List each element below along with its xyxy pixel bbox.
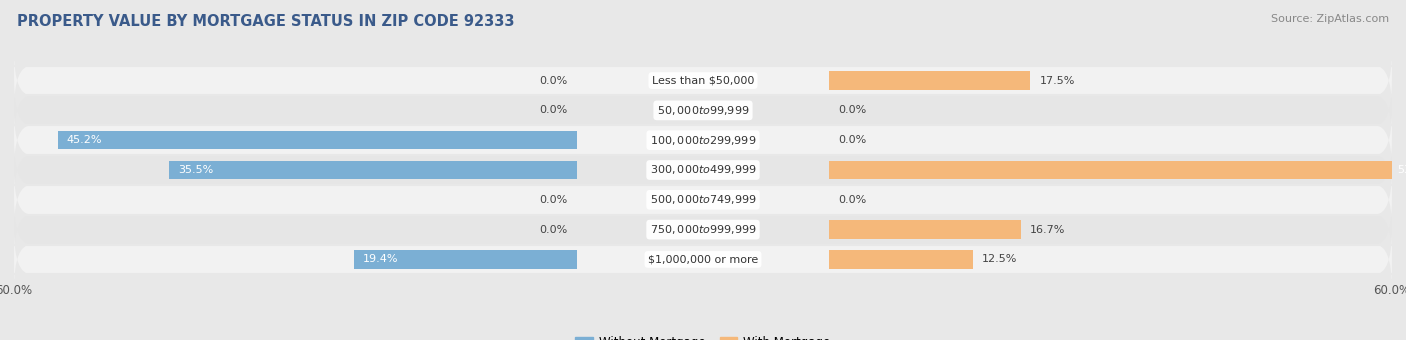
Text: PROPERTY VALUE BY MORTGAGE STATUS IN ZIP CODE 92333: PROPERTY VALUE BY MORTGAGE STATUS IN ZIP… bbox=[17, 14, 515, 29]
Text: 0.0%: 0.0% bbox=[540, 75, 568, 86]
FancyBboxPatch shape bbox=[14, 81, 1392, 140]
FancyBboxPatch shape bbox=[14, 230, 1392, 289]
Bar bbox=[169, 161, 576, 179]
Text: 0.0%: 0.0% bbox=[838, 195, 866, 205]
Text: $50,000 to $99,999: $50,000 to $99,999 bbox=[657, 104, 749, 117]
Bar bbox=[830, 250, 973, 269]
Text: $500,000 to $749,999: $500,000 to $749,999 bbox=[650, 193, 756, 206]
Text: 45.2%: 45.2% bbox=[67, 135, 103, 145]
Text: 19.4%: 19.4% bbox=[363, 254, 399, 265]
Text: $300,000 to $499,999: $300,000 to $499,999 bbox=[650, 164, 756, 176]
Legend: Without Mortgage, With Mortgage: Without Mortgage, With Mortgage bbox=[575, 336, 831, 340]
Text: 53.3%: 53.3% bbox=[1398, 165, 1406, 175]
Bar bbox=[58, 131, 576, 150]
Text: 0.0%: 0.0% bbox=[540, 105, 568, 115]
Text: 0.0%: 0.0% bbox=[540, 195, 568, 205]
FancyBboxPatch shape bbox=[14, 200, 1392, 259]
FancyBboxPatch shape bbox=[14, 110, 1392, 170]
Bar bbox=[830, 220, 1021, 239]
Bar bbox=[830, 161, 1406, 179]
Text: $1,000,000 or more: $1,000,000 or more bbox=[648, 254, 758, 265]
Text: 17.5%: 17.5% bbox=[1039, 75, 1074, 86]
Text: Source: ZipAtlas.com: Source: ZipAtlas.com bbox=[1271, 14, 1389, 23]
Text: 0.0%: 0.0% bbox=[838, 105, 866, 115]
Text: 0.0%: 0.0% bbox=[838, 135, 866, 145]
Text: 12.5%: 12.5% bbox=[981, 254, 1018, 265]
Text: 16.7%: 16.7% bbox=[1031, 225, 1066, 235]
FancyBboxPatch shape bbox=[14, 140, 1392, 200]
FancyBboxPatch shape bbox=[14, 51, 1392, 110]
Text: $100,000 to $299,999: $100,000 to $299,999 bbox=[650, 134, 756, 147]
Bar bbox=[830, 71, 1031, 90]
Bar bbox=[354, 250, 576, 269]
FancyBboxPatch shape bbox=[14, 170, 1392, 230]
Text: Less than $50,000: Less than $50,000 bbox=[652, 75, 754, 86]
Text: 0.0%: 0.0% bbox=[540, 225, 568, 235]
Text: 35.5%: 35.5% bbox=[179, 165, 214, 175]
Text: $750,000 to $999,999: $750,000 to $999,999 bbox=[650, 223, 756, 236]
